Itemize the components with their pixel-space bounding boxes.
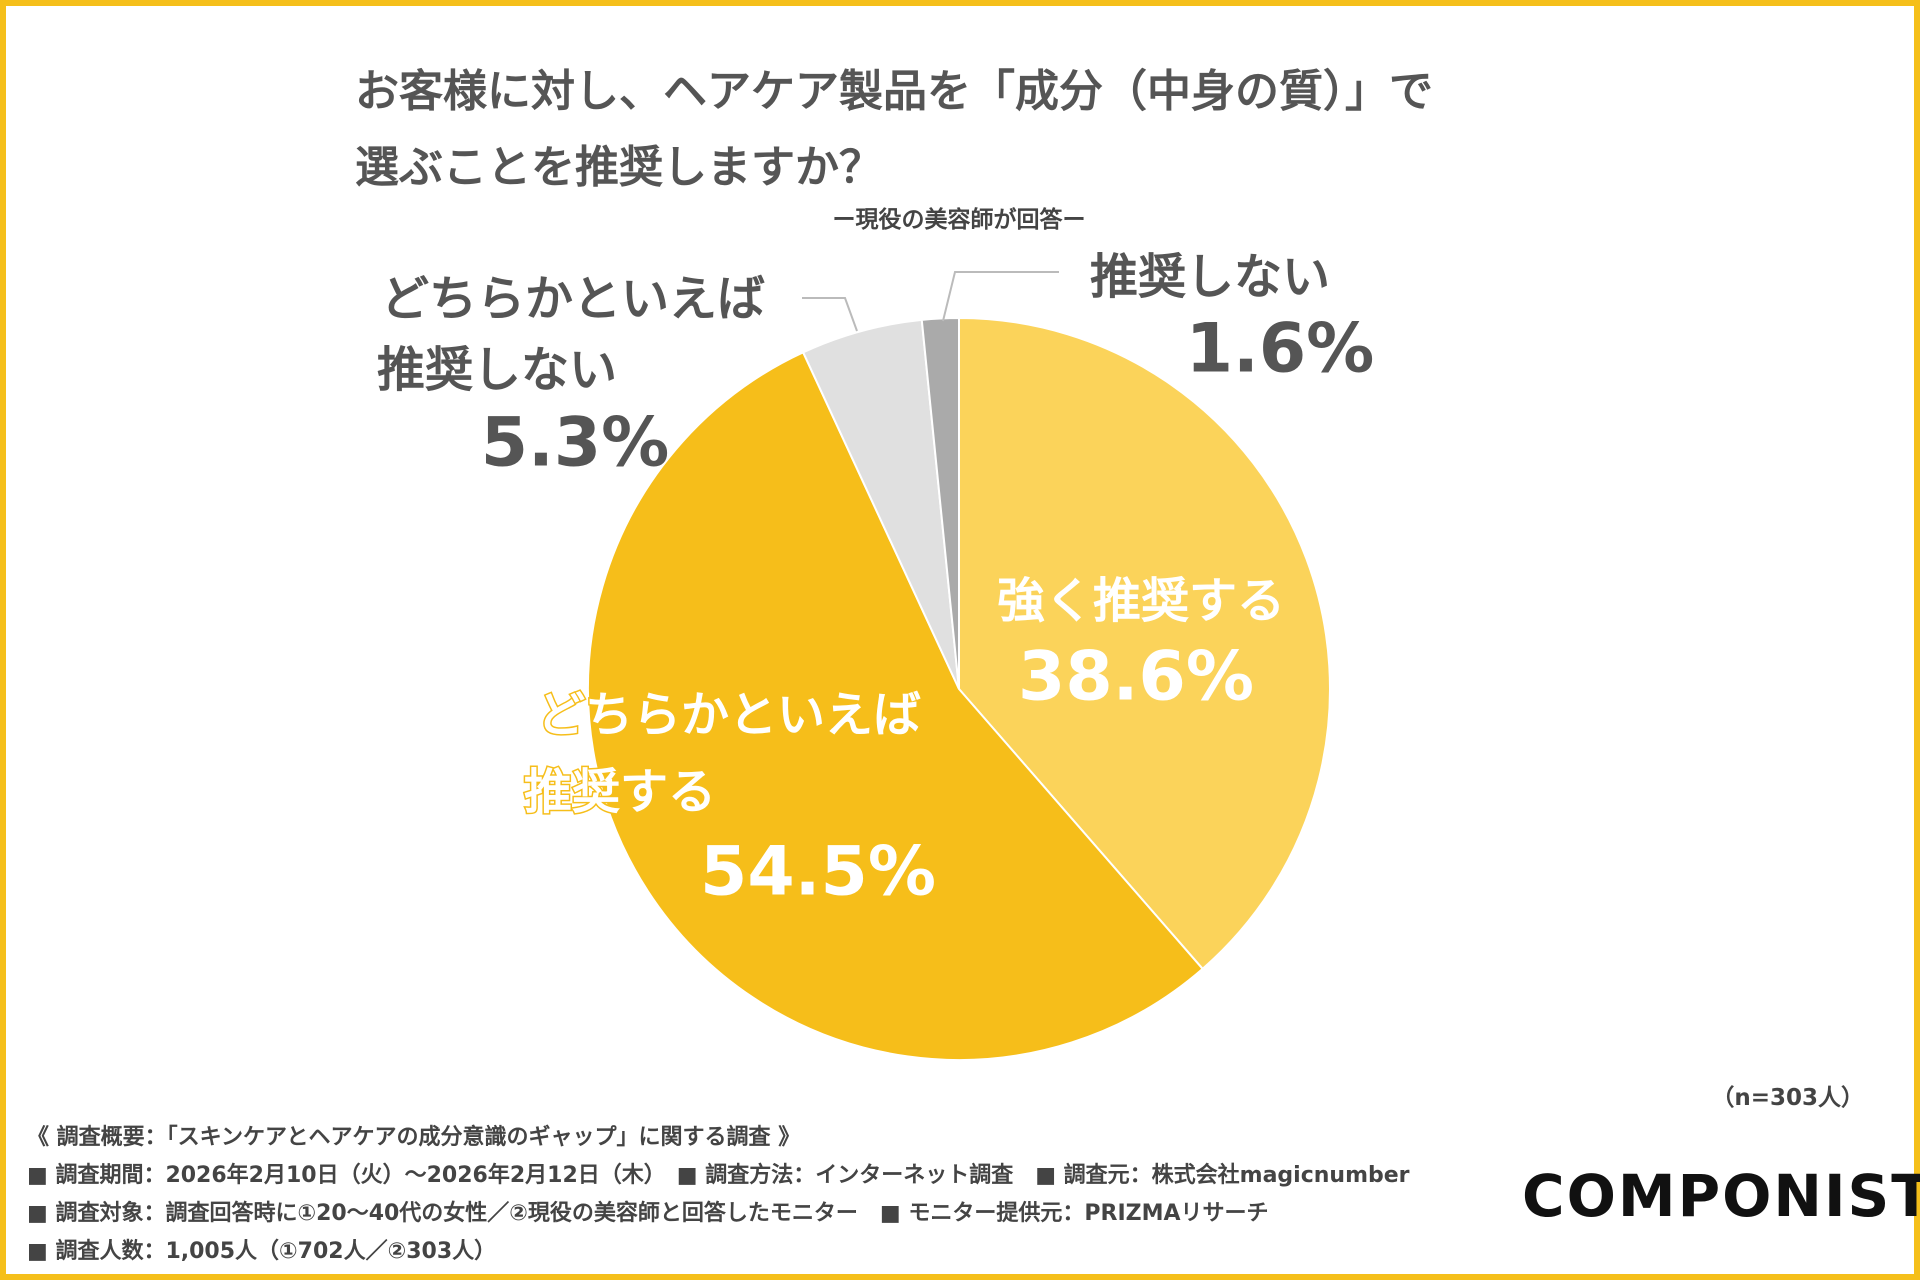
slice-label-somewhat-not-recommend-1: どちらかといえば xyxy=(380,271,766,327)
slice-label-somewhat-recommend-1: どちらかといえば xyxy=(535,686,922,745)
leader-line-not-recommend xyxy=(942,271,1059,322)
slice-value-strongly-recommend: 38.6% xyxy=(1018,637,1254,717)
slice-label-somewhat-recommend-2: 推奨する xyxy=(522,763,717,822)
componist-logo: COMPONIST xyxy=(1522,1162,1920,1230)
pie-slice-not-recommend xyxy=(920,316,960,690)
pie-slice-somewhat-recommend xyxy=(587,350,1205,1061)
slice-label-not-recommend: 推奨しない xyxy=(1089,249,1331,305)
survey-overview: 《 調査概要：「スキンケアとヘアケアの成分意識のギャップ」に関する調査 》 xyxy=(27,1125,801,1150)
chart-title-line2: 選ぶことを推奨しますか？ xyxy=(355,142,883,193)
slice-value-somewhat-not-recommend: 5.3% xyxy=(480,403,670,483)
sample-size: （n=303人） xyxy=(1711,1085,1864,1111)
pie-slice-strongly-recommend xyxy=(958,316,1331,971)
leader-line-slightly-not-recommend xyxy=(802,297,858,332)
slice-label-strongly-recommend: 強く推奨する xyxy=(996,573,1286,629)
survey-period: ■ 調査期間：2026年2月10日（火）〜2026年2月12日（木） ■ 調査方… xyxy=(27,1163,1410,1188)
slice-value-somewhat-recommend: 54.5% xyxy=(700,832,936,912)
slice-value-not-recommend: 1.6% xyxy=(1185,309,1375,389)
survey-count: ■ 調査人数：1,005人（①702人／②303人） xyxy=(27,1239,497,1264)
chart-title-line1: お客様に対し、ヘアケア製品を「成分（中身の質）」で xyxy=(355,66,1433,117)
slice-label-somewhat-not-recommend-2: 推奨しない xyxy=(376,342,618,398)
survey-target: ■ 調査対象：調査回答時に①20〜40代の女性／②現役の美容師と回答したモニター… xyxy=(27,1201,1269,1226)
chart-subtitle: ー現役の美容師が回答ー xyxy=(832,207,1086,233)
